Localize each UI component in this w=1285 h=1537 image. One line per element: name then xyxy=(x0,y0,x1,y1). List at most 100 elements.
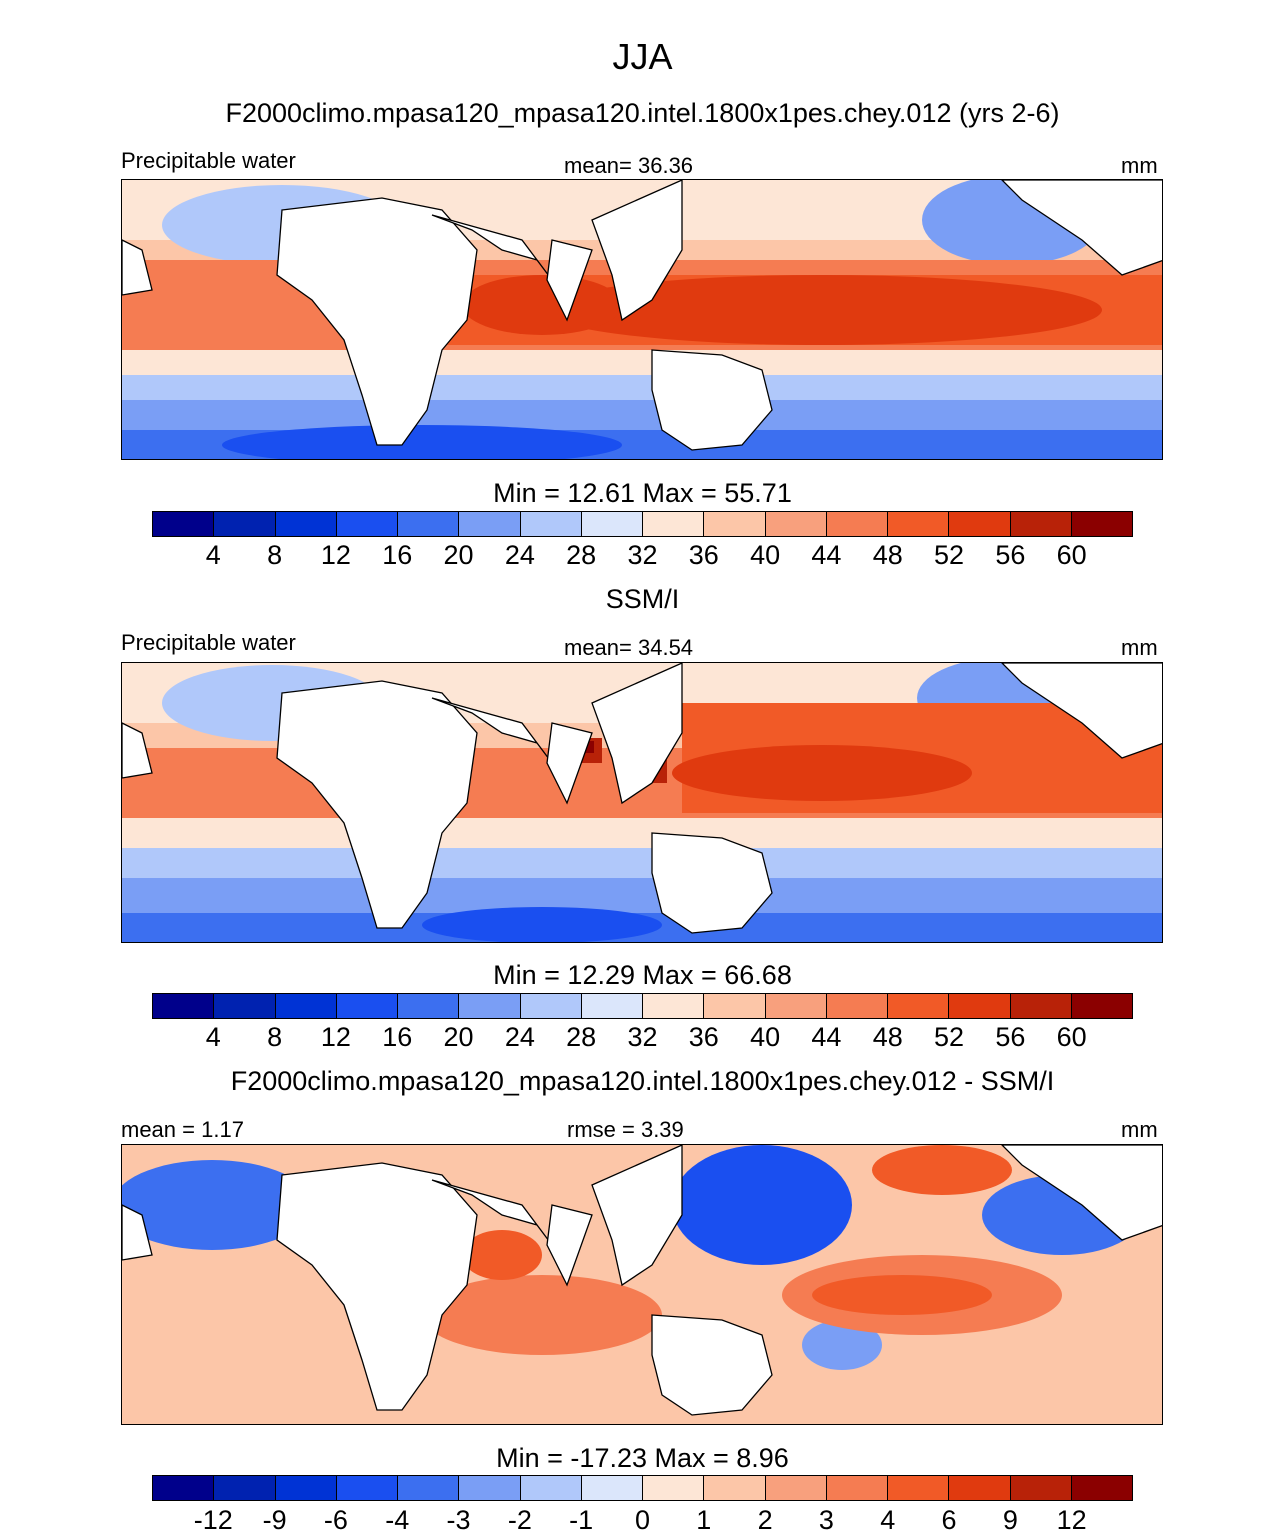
colorbar-tick-label: -4 xyxy=(385,1505,410,1535)
arabia-landmass xyxy=(431,214,553,281)
colorbar-tick-label: 2 xyxy=(757,1505,773,1535)
colorbar-swatch xyxy=(214,994,276,1018)
field-band xyxy=(122,848,1162,878)
colorbar-swatch xyxy=(581,1476,643,1500)
colorbar-tick-label: 9 xyxy=(1002,1505,1018,1535)
colorbar-tick-label: 52 xyxy=(934,1022,965,1052)
colorbar-tick-label: 36 xyxy=(688,1022,719,1052)
panel-3-colorbar-ticks: -12 -9 -6 -4 -3 -2 -1 0 1 2 3 4 6 9 12 xyxy=(152,1505,1133,1535)
colorbar-swatch xyxy=(704,994,766,1018)
colorbar-tick-label: 4 xyxy=(880,1505,896,1535)
field-band xyxy=(122,818,1162,848)
colorbar-tick-label: 12 xyxy=(320,1022,351,1052)
asia-landmass xyxy=(591,1145,683,1287)
colorbar-swatch xyxy=(1010,512,1072,536)
colorbar-tick-label: 28 xyxy=(566,1022,597,1052)
colorbar-swatch xyxy=(888,1476,950,1500)
colorbar-swatch xyxy=(398,512,460,536)
colorbar-swatch xyxy=(888,512,950,536)
north-america-landmass xyxy=(1001,1145,1162,1241)
panel-3-colorbar xyxy=(152,1475,1133,1501)
colorbar-tick-label: 12 xyxy=(1056,1505,1087,1535)
colorbar-swatch xyxy=(459,994,521,1018)
colorbar-swatch xyxy=(643,512,705,536)
colorbar-tick-label: 8 xyxy=(267,540,283,570)
colorbar-tick-label: 32 xyxy=(627,1022,658,1052)
asia-landmass xyxy=(591,180,683,322)
australia-landmass xyxy=(651,1314,773,1416)
colorbar-tick-label: 60 xyxy=(1056,540,1087,570)
panel-3-map-svg xyxy=(122,1145,1162,1424)
panel-1-min-max: Min = 12.61 Max = 55.71 xyxy=(493,478,792,508)
field-max-pacific xyxy=(672,745,972,801)
india-landmass xyxy=(546,722,593,805)
south-america-east-landmass xyxy=(122,722,153,779)
africa-landmass xyxy=(276,1162,478,1411)
panel-1-units-label: mm xyxy=(1121,153,1158,178)
colorbar-tick-label: 24 xyxy=(504,1022,535,1052)
field-min-south xyxy=(422,907,662,942)
panel-2-colorbar xyxy=(152,993,1133,1019)
panel-2-variable-label: Precipitable water xyxy=(121,630,296,655)
panel-1-map-svg xyxy=(122,180,1162,459)
figure-title: JJA xyxy=(612,36,673,77)
colorbar-tick-label: 24 xyxy=(504,540,535,570)
colorbar-tick-label: 40 xyxy=(750,540,781,570)
colorbar-swatch xyxy=(765,512,827,536)
field-neg-atlantic xyxy=(122,1160,312,1250)
colorbar-swatch xyxy=(459,1476,521,1500)
colorbar-swatch xyxy=(1071,512,1132,536)
south-america-east-landmass xyxy=(122,1204,153,1261)
colorbar-swatch xyxy=(520,1476,582,1500)
colorbar-swatch xyxy=(826,1476,888,1500)
colorbar-swatch xyxy=(1071,994,1132,1018)
colorbar-tick-label: 3 xyxy=(818,1505,834,1535)
field-pos-north-pacific xyxy=(872,1145,1012,1195)
panel-2-mean-label: mean= 34.54 xyxy=(564,635,694,660)
colorbar-swatch xyxy=(459,512,521,536)
colorbar-tick-label: 52 xyxy=(934,540,965,570)
panel-3-min-max: Min = -17.23 Max = 8.96 xyxy=(496,1443,789,1473)
colorbar-swatch xyxy=(214,1476,276,1500)
colorbar-tick-label: 28 xyxy=(566,540,597,570)
panel-1-colorbar-ticks: 4 8 12 16 20 24 28 32 36 40 44 48 52 56 60 xyxy=(152,540,1133,570)
field-pos-equatorial-core xyxy=(812,1275,992,1315)
colorbar-swatch xyxy=(1071,1476,1132,1500)
colorbar-swatch xyxy=(643,1476,705,1500)
colorbar-tick-label: 32 xyxy=(627,540,658,570)
colorbar-swatch xyxy=(1010,1476,1072,1500)
panel-2-colorbar-ticks: 4 8 12 16 20 24 28 32 36 40 44 48 52 56 60 xyxy=(152,1022,1133,1052)
colorbar-swatch xyxy=(214,512,276,536)
colorbar-tick-label: 8 xyxy=(267,1022,283,1052)
south-america-east-landmass xyxy=(122,239,153,296)
panel-1-variable-label: Precipitable water xyxy=(121,148,296,173)
colorbar-swatch xyxy=(275,512,337,536)
australia-landmass xyxy=(651,349,773,451)
field-neg-pacific-west xyxy=(672,1145,852,1265)
colorbar-swatch xyxy=(949,512,1011,536)
colorbar-tick-label: 12 xyxy=(320,540,351,570)
colorbar-tick-label: 20 xyxy=(443,1022,474,1052)
colorbar-swatch xyxy=(275,1476,337,1500)
field-pos-arabian-sea xyxy=(462,1230,542,1280)
colorbar-tick-label: 1 xyxy=(696,1505,712,1535)
colorbar-tick-label: 56 xyxy=(995,1022,1026,1052)
colorbar-tick-label: 6 xyxy=(941,1505,957,1535)
arabia-landmass xyxy=(431,697,553,764)
colorbar-swatch xyxy=(336,512,398,536)
colorbar-tick-label: 48 xyxy=(872,1022,903,1052)
colorbar-tick-label: 4 xyxy=(205,1022,221,1052)
colorbar-tick-label: 16 xyxy=(382,1022,413,1052)
colorbar-swatch xyxy=(398,1476,460,1500)
field-band xyxy=(122,400,1162,430)
colorbar-swatch xyxy=(949,994,1011,1018)
panel-3-title: F2000climo.mpasa120_mpasa120.intel.1800x… xyxy=(230,1066,1055,1096)
colorbar-swatch xyxy=(643,994,705,1018)
panel-3-map xyxy=(121,1144,1163,1425)
panel-2-units-label: mm xyxy=(1121,635,1158,660)
india-landmass xyxy=(546,239,593,322)
panel-3-mean-label: mean = 1.17 xyxy=(121,1117,244,1142)
colorbar-tick-label: -1 xyxy=(569,1505,594,1535)
colorbar-tick-label: 4 xyxy=(205,540,221,570)
africa-landmass xyxy=(276,197,478,446)
